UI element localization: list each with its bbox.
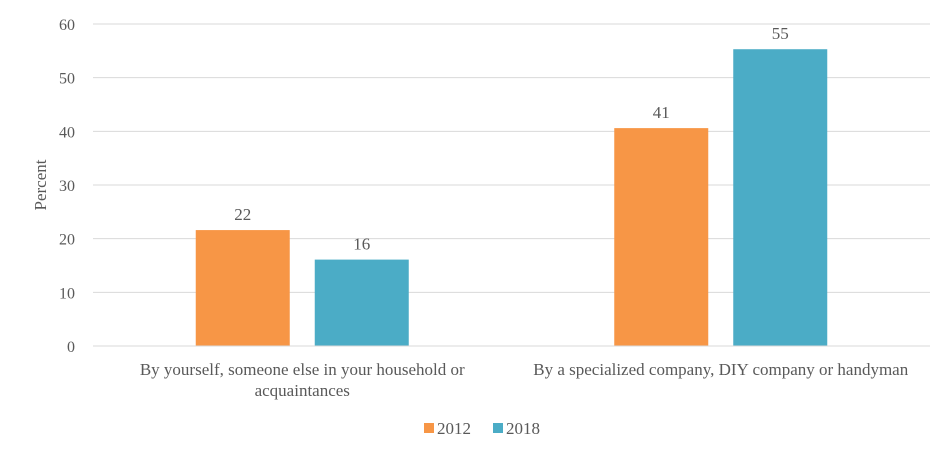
y-axis-label: Percent <box>31 159 50 210</box>
legend-label-2018: 2018 <box>506 419 540 438</box>
x-tick-labels: By yourself, someone else in your househ… <box>140 360 909 400</box>
x-tick-label: By a specialized company, DIY company or… <box>533 360 908 379</box>
y-tick-label: 10 <box>59 285 75 302</box>
y-tick-label: 0 <box>67 339 75 356</box>
legend: 2012 2018 <box>424 419 540 438</box>
data-label-2018-cat1: 16 <box>353 235 370 254</box>
x-tick-label: acquaintances <box>255 381 350 400</box>
y-tick-label: 20 <box>59 232 75 249</box>
bar-2012-cat1 <box>195 230 290 346</box>
y-tick-label: 50 <box>59 71 75 88</box>
y-tick-label: 60 <box>59 17 75 34</box>
data-label-2012-cat2: 41 <box>653 103 670 122</box>
x-tick-label: By yourself, someone else in your househ… <box>140 360 465 379</box>
data-label-2018-cat2: 55 <box>772 24 789 43</box>
legend-swatch-2018 <box>493 423 503 433</box>
bar-2018-cat2 <box>733 49 828 347</box>
data-label-2012-cat1: 22 <box>234 205 251 224</box>
legend-swatch-2012 <box>424 423 434 433</box>
bar-2012-cat2 <box>614 128 709 346</box>
bar-2018-cat1 <box>314 259 409 346</box>
bars <box>195 49 828 347</box>
data-labels: 22 16 41 55 <box>234 24 789 253</box>
y-tick-label: 30 <box>59 178 75 195</box>
y-tick-label: 40 <box>59 124 75 141</box>
legend-label-2012: 2012 <box>437 419 471 438</box>
y-tick-labels: 0 10 20 30 40 50 60 <box>59 17 75 356</box>
